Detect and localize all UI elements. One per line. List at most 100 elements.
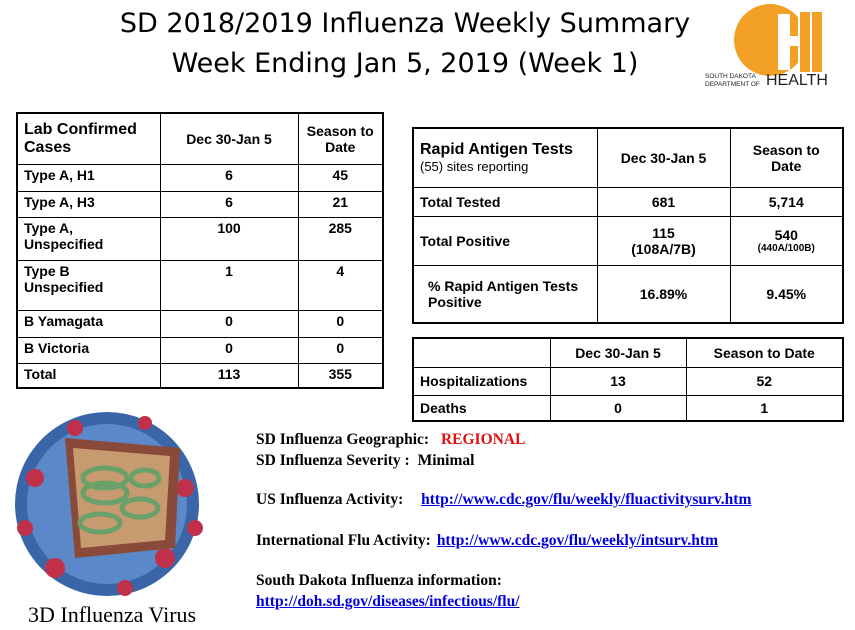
table-body: Dec 30-Jan 5 Season to Date Hospitalizatio…	[412, 337, 844, 422]
table-cell: 113	[159, 362, 299, 389]
info-link[interactable]: http://doh.sd.gov/diseases/infectious/fl…	[256, 593, 520, 610]
info-link[interactable]: http://www.cdc.gov/flu/weekly/fluactivit…	[421, 491, 752, 508]
table-cell: 6	[159, 163, 299, 192]
logo-text: SOUTH DAKOTA	[705, 73, 756, 80]
table-row: Total Positive 115 (108A/7B) 540 (440A/100B)	[412, 215, 844, 266]
table-cell: Type A, H3	[16, 190, 161, 218]
logo-text: HEALTH	[766, 72, 828, 89]
table-cell: 52	[685, 366, 844, 396]
table-row: Type A, Unspecified 100 285	[16, 216, 384, 261]
table-cell: Lab Confirmed Cases	[16, 112, 161, 165]
cell-line: Date	[771, 157, 802, 174]
table-body: Lab Confirmed Cases Dec 30-Jan 5 Season to D…	[16, 112, 384, 389]
cell-line: 115	[652, 224, 675, 241]
title-line: SD 2018/2019 Influenza Weekly Summary	[119, 8, 691, 39]
table-cell: 9.45%	[729, 264, 844, 324]
cell-line: Rapid Antigen Tests	[420, 141, 573, 159]
table-cell: B Yamagata	[16, 309, 161, 338]
table-row: Total 113 355	[16, 362, 384, 389]
table-cell	[412, 337, 551, 368]
cell-line: Season to	[306, 122, 374, 139]
table-cell: B Victoria	[16, 336, 161, 364]
cell-line: Lab Confirmed	[24, 120, 137, 138]
table-row: Type A, H3 6 21	[16, 190, 384, 218]
logo-text: DEPARTMENT OF	[705, 81, 760, 88]
table-cell: Rapid Antigen Tests (55) sites reporting	[412, 127, 598, 188]
table-row: Hospitalizations 13 52	[412, 366, 844, 396]
table-row: Deaths 0 1	[412, 394, 844, 422]
table-cell: 285	[297, 216, 384, 261]
info-label: South Dakota Influenza information:	[256, 572, 502, 589]
table-cell: Season to Date	[297, 112, 384, 165]
table-row: Total Tested 681 5,714	[412, 186, 844, 217]
table-cell: Season to Date	[685, 337, 844, 368]
info-label: SD Influenza Severity :	[256, 452, 410, 469]
table-cell: 4	[297, 259, 384, 311]
table-cell: 21	[297, 190, 384, 218]
table-cell: 355	[297, 362, 384, 389]
table-cell: 13	[549, 366, 687, 396]
header-row: Dec 30-Jan 5 Season to Date	[412, 337, 844, 368]
table-cell: 100	[159, 216, 299, 261]
info-label: SD Influenza Geographic:	[256, 431, 430, 448]
info-link[interactable]: http://www.cdc.gov/flu/weekly/intsurv.ht…	[436, 532, 718, 549]
info-line: SD Influenza Severity : Minimal	[256, 452, 474, 470]
cell-line: Type B	[24, 262, 70, 279]
table-cell: 115 (108A/7B)	[596, 215, 731, 266]
table-cell: 6	[159, 190, 299, 218]
lab-table: Lab Confirmed Cases Dec 30-Jan 5 Season to D…	[16, 112, 384, 389]
table-cell: 0	[159, 336, 299, 364]
table-cell: Type B Unspecified	[16, 259, 161, 311]
header-row: Lab Confirmed Cases Dec 30-Jan 5 Season to D…	[16, 112, 384, 165]
table-cell: 540 (440A/100B)	[729, 215, 844, 266]
info-label: International Flu Activity:	[256, 532, 431, 549]
table-cell: Type A, H1	[16, 163, 161, 192]
table-cell: 681	[596, 186, 731, 217]
table-cell: % Rapid Antigen Tests Positive	[412, 264, 598, 324]
hosp-table: Dec 30-Jan 5 Season to Date Hospitalizatio…	[412, 337, 844, 422]
cell-line: Cases	[24, 138, 72, 156]
cell-line: Type A,	[24, 219, 74, 236]
virus-caption: 3D Influenza Virus	[28, 602, 197, 627]
cell-line: (55) sites reporting	[420, 159, 529, 175]
cell-line: (108A/7B)	[631, 240, 696, 257]
cell-line: Unspecified	[24, 278, 104, 295]
table-row: % Rapid Antigen Tests Positive 16.89% 9.45%	[412, 264, 844, 324]
table-cell: 0	[159, 309, 299, 338]
table-row: B Victoria 0 0	[16, 336, 384, 364]
cell-line: Positive	[428, 293, 482, 310]
title-line: Week Ending Jan 5, 2019 (Week 1)	[171, 48, 639, 79]
header-row: Rapid Antigen Tests (55) sites reporting D…	[412, 127, 844, 188]
table-cell: Hospitalizations	[412, 366, 551, 396]
cell-line: Season to	[752, 141, 820, 158]
table-cell: Season to Date	[729, 127, 844, 188]
table-cell: Dec 30-Jan 5	[596, 127, 731, 188]
cell-line: Date	[325, 138, 356, 155]
rapid-table: Rapid Antigen Tests (55) sites reporting D…	[412, 127, 844, 324]
info-line: SD Influenza Geographic: REGIONAL	[256, 431, 525, 449]
table-cell: 1	[685, 394, 844, 422]
cell-line: 540	[774, 227, 798, 243]
table-cell: Dec 30-Jan 5	[159, 112, 299, 165]
table-cell: Type A, Unspecified	[16, 216, 161, 261]
info-line: International Flu Activity: http://www.cd…	[256, 532, 718, 550]
info-line: US Influenza Activity: http://www.cdc.go…	[256, 491, 751, 509]
cell-line: (440A/100B)	[757, 243, 815, 254]
table-cell: 0	[297, 336, 384, 364]
table-cell: 1	[159, 259, 299, 311]
info-value: REGIONAL	[440, 431, 526, 448]
cell-line: % Rapid Antigen Tests	[428, 277, 579, 294]
table-cell: Total	[16, 362, 161, 389]
table-cell: Dec 30-Jan 5	[549, 337, 687, 368]
table-cell: 0	[297, 309, 384, 338]
table-cell: Deaths	[412, 394, 551, 422]
table-cell: 5,714	[729, 186, 844, 217]
info-line: South Dakota Influenza information:	[256, 572, 502, 590]
table-cell: Total Tested	[412, 186, 598, 217]
table-cell: 45	[297, 163, 384, 192]
info-label: US Influenza Activity:	[256, 491, 404, 508]
table-row: Type B Unspecified 1 4	[16, 259, 384, 311]
info-value: Minimal	[417, 452, 475, 469]
cell-line: Unspecified	[24, 235, 104, 252]
